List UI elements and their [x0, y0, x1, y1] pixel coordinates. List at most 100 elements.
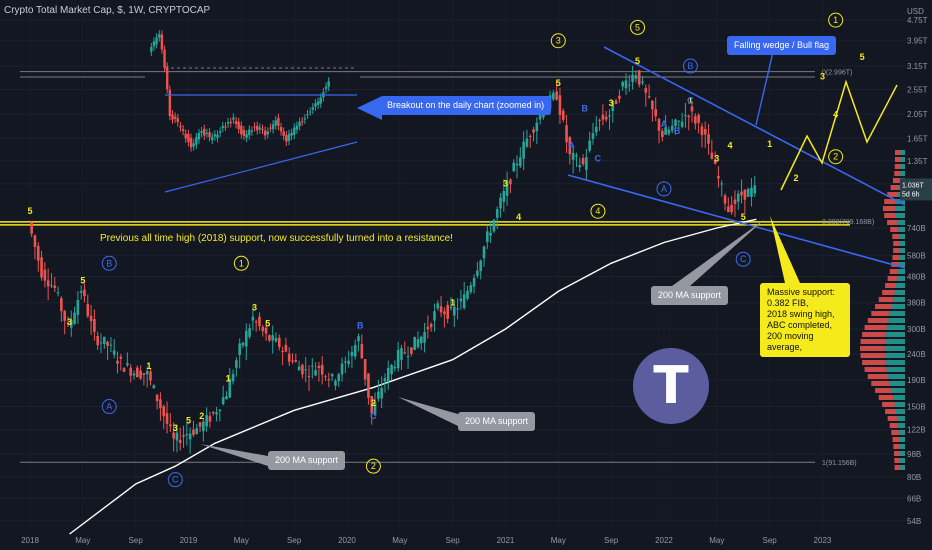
- candle-body: [700, 126, 704, 136]
- candle-body: [46, 280, 50, 287]
- candle-body: [426, 326, 430, 330]
- wave-label: 5: [186, 415, 191, 425]
- inset-body: [150, 46, 153, 52]
- projection-path: [780, 79, 898, 191]
- candle-body: [601, 114, 605, 120]
- time-tick-label: May: [392, 536, 407, 545]
- volume-bar: [867, 318, 889, 323]
- candle-body: [723, 195, 727, 204]
- inset-body: [245, 134, 248, 138]
- candle-body: [525, 138, 529, 147]
- volume-bar: [894, 465, 901, 470]
- inset-body: [271, 124, 275, 130]
- price-tick-label: 3.15T: [907, 62, 928, 71]
- logo: T: [633, 348, 709, 424]
- candle-body: [571, 153, 575, 160]
- volume-bar: [894, 458, 901, 463]
- candle-body: [228, 378, 232, 398]
- circled-wave-label: 4: [595, 206, 600, 216]
- wave-label: 5: [860, 52, 865, 62]
- circled-wave-label: 5: [635, 22, 640, 32]
- wave-label: 5: [27, 206, 32, 216]
- volume-bar: [875, 304, 892, 309]
- trendlines: [200, 46, 906, 466]
- inset-body: [308, 111, 312, 113]
- last-price-tag: [900, 178, 932, 201]
- candle-body: [459, 298, 463, 302]
- inset-body: [266, 131, 269, 135]
- wedge-lower-line: [567, 174, 906, 269]
- time-axis[interactable]: 2018 May Sep 2019 May Sep 2020 May Sep 2021 May Sep…: [21, 536, 832, 545]
- volume-bar: [893, 395, 905, 400]
- candle-body: [96, 335, 99, 346]
- price-tick-label: 300B: [907, 325, 926, 334]
- inset-body: [282, 131, 285, 136]
- wave-label: 3: [609, 98, 614, 108]
- fib-label: 0(2.996T): [822, 70, 852, 77]
- candle-body: [145, 371, 149, 375]
- circled-wave-label: 1: [239, 258, 244, 268]
- volume-bar: [899, 234, 905, 239]
- candle-body: [66, 322, 70, 324]
- candle-body: [235, 360, 238, 368]
- candle-body: [122, 368, 126, 372]
- candle-body: [155, 394, 159, 402]
- candle-body: [433, 311, 436, 321]
- inset-body: [216, 134, 219, 139]
- price-tick-label: 1.35T: [907, 157, 928, 166]
- candle-body: [710, 152, 714, 160]
- candle-body: [499, 197, 502, 209]
- inset-body: [261, 128, 264, 130]
- candle-body: [291, 360, 294, 362]
- volume-bar: [889, 311, 905, 316]
- candle-body: [743, 189, 747, 200]
- candle-body: [591, 133, 595, 140]
- candle-body: [89, 315, 93, 322]
- candle-body: [558, 95, 562, 115]
- candle-body: [347, 360, 350, 365]
- inset-body: [287, 133, 291, 141]
- inset-body: [319, 97, 322, 104]
- candle-body: [730, 204, 733, 213]
- candle-body: [667, 129, 671, 134]
- candle-body: [33, 235, 37, 247]
- ma200-line: [69, 218, 757, 535]
- inset-body: [277, 117, 280, 126]
- candle-body: [644, 88, 648, 93]
- volume-bar: [899, 248, 905, 253]
- volume-bar: [900, 451, 905, 456]
- volume-bar: [882, 402, 895, 407]
- inset-body: [168, 89, 172, 116]
- massive-support-line: Massive support:: [767, 287, 836, 297]
- volume-bar: [893, 297, 905, 302]
- candle-body: [406, 356, 410, 358]
- inset-body: [295, 125, 299, 130]
- time-tick-label: 2021: [497, 536, 515, 545]
- candle-body: [413, 336, 416, 350]
- volume-bar: [864, 325, 887, 330]
- breakout-callout-pointer: [357, 96, 382, 120]
- candle-body: [522, 141, 525, 159]
- inset-body: [176, 118, 179, 123]
- inset-body: [258, 127, 262, 130]
- candle-body: [627, 84, 631, 86]
- inset-body: [158, 34, 161, 38]
- breakout-callout: Breakout on the daily chart (zoomed in): [380, 96, 552, 115]
- inset-body: [298, 121, 301, 127]
- circled-wave-ring: [167, 472, 183, 488]
- wave-label: A: [568, 141, 575, 151]
- inset-body: [181, 129, 185, 131]
- candle-body: [403, 352, 407, 354]
- candle-body: [83, 289, 86, 297]
- volume-bar: [860, 353, 885, 358]
- volume-bar: [900, 465, 905, 470]
- candle-body: [320, 364, 324, 375]
- candle-body: [297, 366, 301, 371]
- candle-body: [535, 122, 539, 132]
- candle-body: [581, 158, 585, 165]
- ma-support-pointer: [672, 219, 765, 286]
- candle-body: [350, 352, 354, 356]
